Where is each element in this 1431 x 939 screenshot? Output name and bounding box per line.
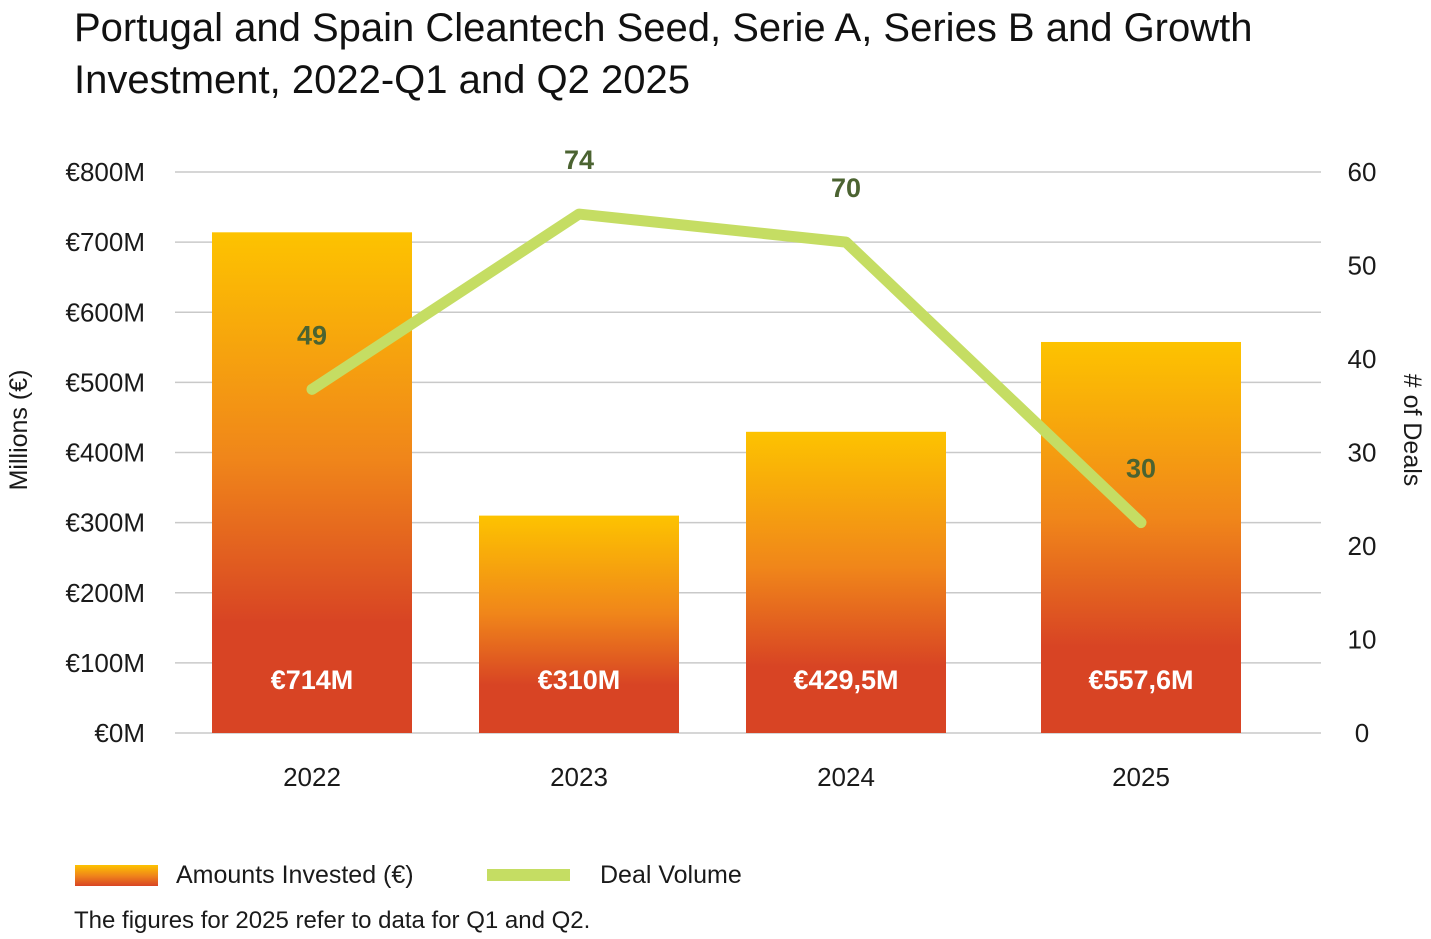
legend-item-amounts: Amounts Invested (€) [75,858,414,892]
chart-title: Portugal and Spain Cleantech Seed, Serie… [74,6,1253,102]
y-left-tick-label: €0M [94,718,145,748]
bar [746,431,946,733]
legend-label-amounts: Amounts Invested (€) [176,860,414,889]
bar-data-label: €714M [271,665,354,695]
y-left-tick-label: €800M [66,157,146,187]
y-right-tick-label: 10 [1348,625,1377,655]
legend-swatch-line [487,869,570,881]
line-data-label: 74 [564,145,594,175]
bar [1041,341,1241,733]
x-tick-label: 2024 [817,762,875,792]
line-layer [306,208,1147,529]
y-left-tick-label: €100M [66,648,146,678]
bar [479,515,679,733]
deal-volume-line [306,208,1147,529]
y-right-axis-label: # of Deals [1398,374,1426,487]
y-left-tick-label: €300M [66,508,146,538]
y-left-tick-label: €400M [66,438,146,468]
y-right-tick-label: 40 [1348,344,1377,374]
labels-layer: €0M €100M €200M €300M €400M €500M €600M €700M €8… [66,145,1377,792]
x-tick-label: 2023 [550,762,608,792]
legend-swatch-bar [75,864,158,886]
y-right-tick-label: 20 [1348,531,1377,561]
y-left-tick-label: €700M [66,227,146,257]
x-tick-label: 2022 [283,762,341,792]
y-left-axis-label: Millions (€) [5,370,33,491]
legend-item-deals: Deal Volume [487,858,742,892]
y-left-tick-label: €600M [66,297,146,327]
y-right-tick-label: 0 [1355,718,1369,748]
bar-data-label: €429,5M [793,665,898,695]
bar-data-label: €557,6M [1088,665,1193,695]
y-right-tick-label: 60 [1348,157,1377,187]
line-data-label: 70 [831,173,861,203]
bar [212,232,412,733]
y-right-tick-label: 30 [1348,438,1377,468]
x-tick-label: 2025 [1112,762,1170,792]
bars-layer [212,232,1241,733]
line-data-label: 49 [297,320,327,350]
line-data-label: 30 [1126,454,1156,484]
y-left-tick-label: €500M [66,367,146,397]
bar-data-label: €310M [538,665,621,695]
legend-label-deals: Deal Volume [600,860,742,889]
footnote: The figures for 2025 refer to data for Q… [74,907,591,934]
y-right-tick-label: 50 [1348,251,1377,281]
y-left-tick-label: €200M [66,578,146,608]
